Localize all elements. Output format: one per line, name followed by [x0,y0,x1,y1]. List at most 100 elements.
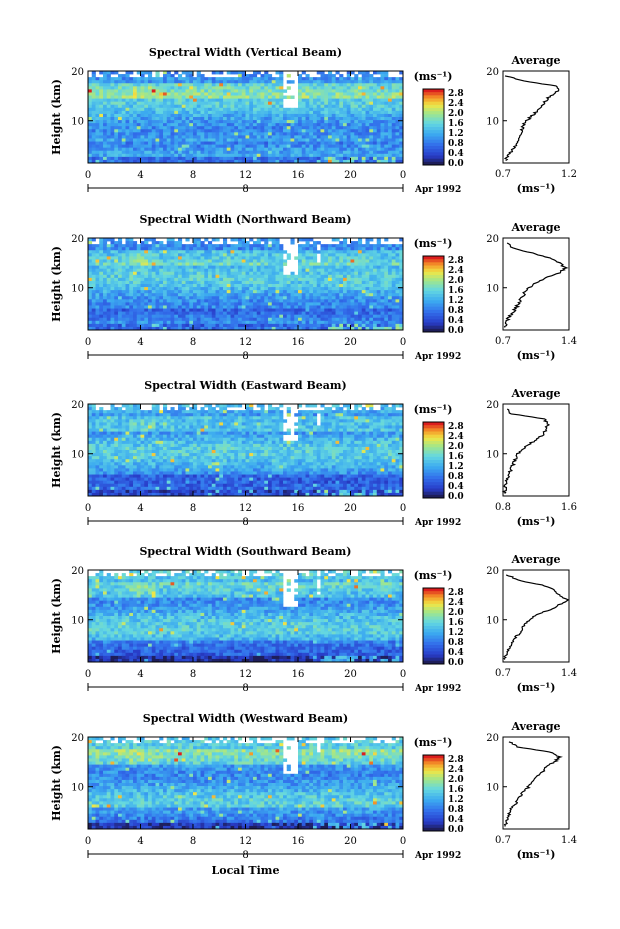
heatmap-cell [256,311,261,316]
heatmap-cell [395,302,400,306]
heatmap-cell [365,314,370,319]
heatmap-cell [200,311,205,316]
heatmap-cell [121,256,126,260]
heatmap-cell [219,77,224,81]
heatmap-cell [103,144,108,149]
heatmap-cell [256,138,261,142]
heatmap-cell [253,293,258,297]
heatmap-cell [309,80,314,84]
heatmap-cell [110,271,115,276]
panel-title: Spectral Width (Northward Beam) [140,213,352,226]
heatmap-cell [178,83,183,87]
heatmap-cell [88,314,93,319]
heatmap-cell [271,83,276,87]
heatmap-cell [256,308,261,312]
heatmap-cell [129,404,134,408]
heatmap-cell [328,277,333,282]
heatmap-cell [148,129,153,133]
heatmap-cell [121,144,126,149]
heatmap-cell [110,284,115,288]
heatmap-cell [354,284,359,288]
heatmap-cell [133,290,138,294]
heatmap-cell [181,117,186,121]
heatmap-cell [166,262,171,266]
heatmap-cell [106,95,111,99]
heatmap-cell [256,256,261,260]
heatmap-cell [369,120,374,124]
colorbar-swatch [423,322,444,327]
heatmap-cell [335,323,340,328]
heatmap-cell [275,83,280,87]
heatmap-cell [335,250,340,254]
heatmap-cell [230,238,235,242]
heatmap-cell [211,141,216,145]
heatmap-cell [219,126,224,130]
heatmap-cell [114,135,119,139]
heatmap-cell [106,141,111,145]
heatmap-cell [260,317,265,322]
heatmap-cell [241,268,246,273]
heatmap-cell [388,110,393,115]
heatmap-cell [365,311,370,316]
heatmap-cell [260,305,265,309]
heatmap-cell [200,320,205,325]
heatmap-cell [133,244,138,248]
heatmap-cell [144,280,149,285]
heatmap-cell [305,150,310,155]
heatmap-cell [193,299,198,303]
heatmap-cell [151,95,156,99]
heatmap-cell [388,280,393,285]
heatmap-cell [268,104,273,109]
heatmap-cell [185,101,190,106]
heatmap-cell [170,308,175,312]
heatmap-cell [226,323,231,328]
heatmap-cell [204,86,209,90]
heatmap-cell [298,317,303,322]
heatmap-cell [208,268,213,273]
heatmap-cell [114,280,119,285]
heatmap-cell [256,287,261,291]
heatmap-cell [249,150,254,155]
heatmap-cell [256,323,261,328]
heatmap-cell [230,265,235,270]
heatmap-cell [170,147,175,152]
heatmap-cell [125,71,130,75]
heatmap-cell [121,77,126,81]
heatmap-cell [324,110,329,115]
heatmap-cell [200,247,205,251]
heatmap-cell [208,101,213,106]
heatmap-cell [316,98,321,103]
heatmap-cell [309,250,314,254]
heatmap-cell [155,317,160,322]
heatmap-cell [328,284,333,288]
heatmap-cell [189,120,194,124]
heatmap-cell [268,141,273,145]
heatmap-cell [253,280,258,285]
heatmap-cell [395,120,400,124]
heatmap-cell [298,247,303,251]
beam-panel: Spectral Width (Vertical Beam)Height (km… [50,46,577,195]
heatmap-cell [260,293,265,297]
heatmap-cell [121,247,126,251]
heatmap-cell [185,126,190,130]
heatmap-cell [133,253,138,257]
heatmap-cell [395,132,400,136]
heatmap-cell [376,71,381,75]
heatmap-cell [391,326,396,331]
heatmap-cell [238,274,243,279]
heatmap-cell [204,265,209,270]
heatmap-cell [163,138,168,142]
heatmap-cell [388,250,393,254]
heatmap-cell [170,326,175,331]
heatmap-cell [211,296,216,300]
heatmap-cell [230,92,235,96]
heatmap-cell [399,95,404,99]
heatmap-cell [178,311,183,316]
heatmap-cell [358,241,363,245]
heatmap-cell [331,262,336,266]
heatmap-cell [339,268,344,273]
heatmap-cell [253,274,258,279]
heatmap-cell [343,159,348,164]
heatmap-cell [324,250,329,254]
heatmap-cell [354,141,359,145]
